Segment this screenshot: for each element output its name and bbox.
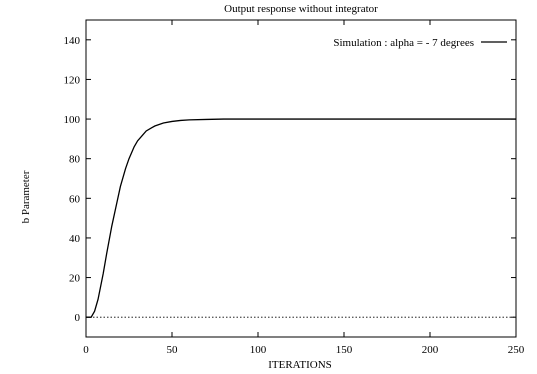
- x-axis-ticks: 0 50 100 150 200 250: [83, 20, 525, 356]
- x-tick-label: 250: [508, 344, 525, 356]
- y-axis-ticks: 0 20 40 60 80 100 120 140: [64, 35, 516, 324]
- y-tick-label: 20: [69, 273, 81, 285]
- y-tick-label: 40: [69, 233, 81, 245]
- y-tick-label: 60: [69, 193, 81, 205]
- legend-label-simulation: Simulation : alpha = - 7 degrees: [333, 37, 474, 49]
- y-tick-label: 140: [64, 35, 81, 47]
- x-axis-label: ITERATIONS: [268, 359, 332, 371]
- x-tick-label: 150: [336, 344, 353, 356]
- x-tick-label: 0: [83, 344, 89, 356]
- y-tick-label: 120: [64, 74, 81, 86]
- x-tick-label: 50: [167, 344, 179, 356]
- plot-area: 0 50 100 150 200 250 0 20 40 60 80 100 120 140: [64, 19, 525, 356]
- y-tick-label: 100: [64, 114, 81, 126]
- x-tick-label: 100: [250, 344, 267, 356]
- legend: Simulation : alpha = - 7 degrees: [333, 37, 507, 49]
- series-group: [86, 118, 516, 318]
- series-line-0: [86, 118, 516, 318]
- y-axis-label: b Parameter: [20, 170, 32, 223]
- y-tick-label: 80: [69, 154, 81, 166]
- chart-title: Output response without integrator: [224, 3, 378, 15]
- plot-frame: [85, 19, 517, 338]
- y-tick-label: 0: [75, 312, 81, 324]
- x-tick-label: 200: [422, 344, 439, 356]
